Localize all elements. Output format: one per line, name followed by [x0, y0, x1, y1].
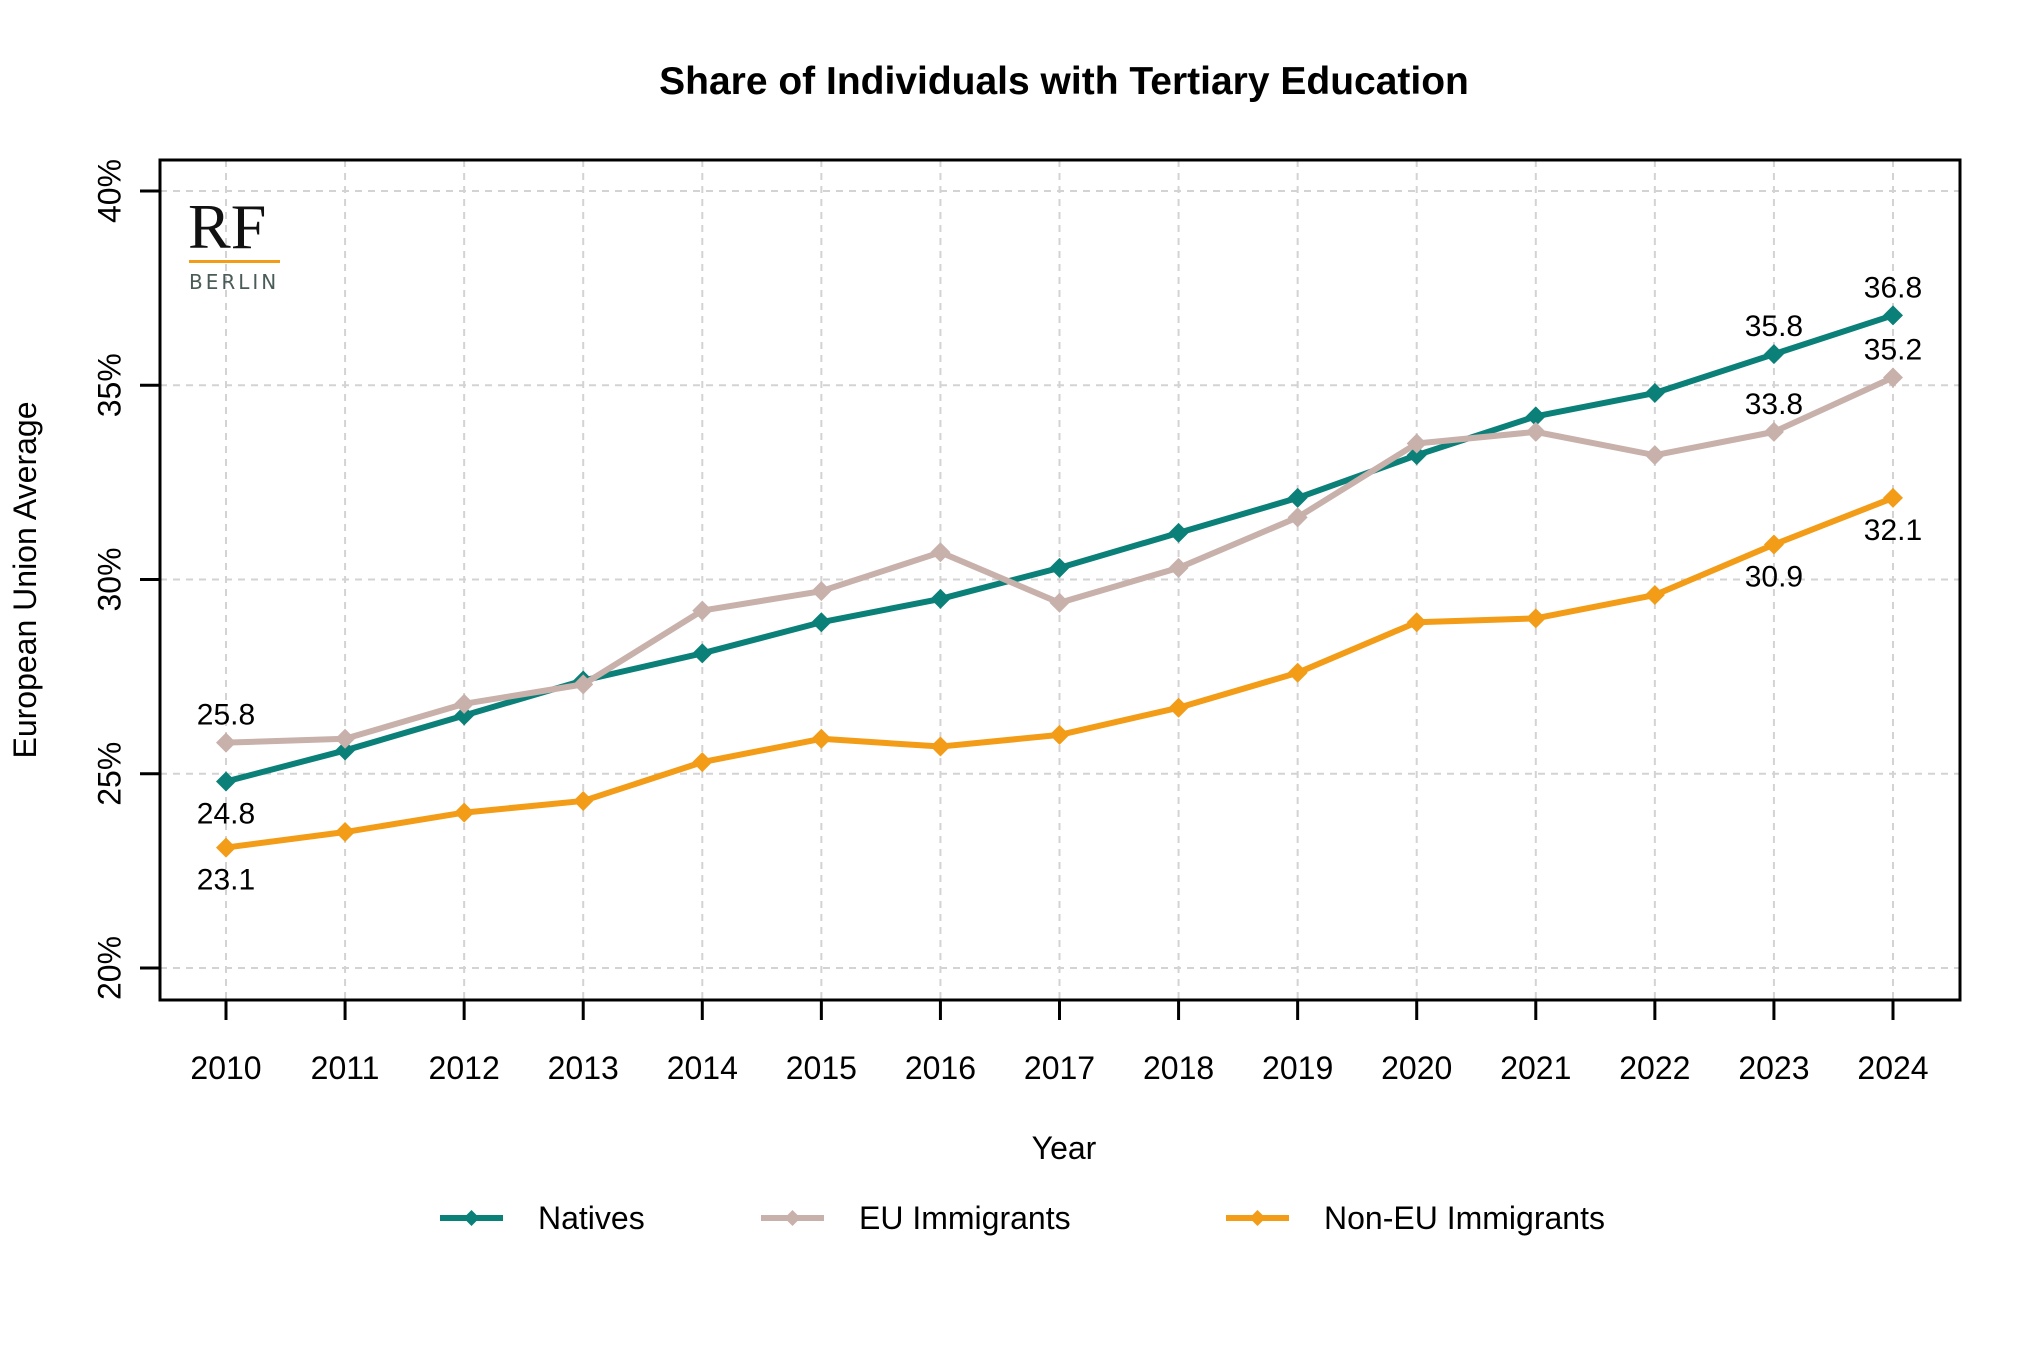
data-label: 24.8: [197, 798, 255, 831]
x-tick-label: 2012: [429, 1050, 500, 1086]
data-point-marker: [1644, 383, 1665, 404]
data-point-marker: [811, 728, 832, 749]
series-eu-immigrants: [216, 367, 1903, 753]
data-point-marker: [335, 740, 356, 761]
data-point-marker: [454, 705, 475, 726]
data-point-marker: [1287, 507, 1308, 528]
data-label: 30.9: [1745, 561, 1803, 594]
series-natives: [216, 305, 1903, 792]
x-tick-label: 2020: [1381, 1050, 1452, 1086]
data-label: 36.8: [1864, 271, 1922, 304]
x-tick-label: 2024: [1857, 1050, 1928, 1086]
data-point-marker: [1883, 305, 1903, 326]
data-point-marker: [1883, 487, 1903, 508]
y-tick-label: 35%: [91, 353, 127, 417]
y-axis: 20% 25% 30% 35% 40%: [91, 159, 160, 1000]
x-tick-label: 2023: [1738, 1050, 1809, 1086]
chart-title: Share of Individuals with Tertiary Educa…: [659, 60, 1469, 103]
data-point-marker: [1049, 592, 1070, 613]
series-non-eu-immigrants: [216, 487, 1903, 858]
data-point-marker: [216, 837, 236, 858]
data-point-marker: [811, 581, 832, 602]
legend-label: Natives: [538, 1200, 645, 1236]
data-point-marker: [1168, 557, 1189, 578]
data-point-marker: [1406, 612, 1427, 633]
rf-berlin-logo: RF BERLIN: [188, 191, 280, 294]
x-tick-label: 2014: [667, 1050, 738, 1086]
data-label: 35.8: [1745, 310, 1803, 343]
data-label: 32.1: [1864, 514, 1922, 547]
data-point-marker: [692, 752, 713, 773]
y-tick-label: 20%: [91, 936, 127, 1000]
x-tick-label: 2016: [905, 1050, 976, 1086]
data-point-marker: [573, 790, 594, 811]
x-tick-label: 2019: [1262, 1050, 1333, 1086]
data-label: 25.8: [197, 699, 255, 732]
series-layer: [216, 305, 1903, 858]
x-tick-label: 2018: [1143, 1050, 1214, 1086]
legend-item-eu-immigrants: EU Immigrants: [761, 1200, 1071, 1236]
legend-marker-swatch: [1249, 1210, 1266, 1226]
data-point-marker: [1406, 445, 1427, 466]
logo-main-text: RF: [188, 191, 266, 262]
x-tick-label: 2015: [786, 1050, 857, 1086]
legend-label: Non-EU Immigrants: [1324, 1200, 1605, 1236]
logo-accent-bar: [189, 260, 280, 263]
data-point-marker: [454, 802, 475, 823]
data-point-marker: [1525, 406, 1546, 427]
y-tick-label: 40%: [91, 159, 127, 223]
data-point-marker: [573, 674, 594, 695]
x-tick-label: 2013: [548, 1050, 619, 1086]
data-point-marker: [1644, 585, 1665, 606]
data-label: 35.2: [1864, 333, 1922, 366]
legend-label: EU Immigrants: [859, 1200, 1071, 1236]
logo-sub-text: BERLIN: [189, 270, 279, 294]
data-point-marker: [1406, 433, 1427, 454]
data-point-marker: [1049, 724, 1070, 745]
data-point-marker: [216, 771, 236, 792]
data-point-marker: [1525, 608, 1546, 629]
data-point-marker: [335, 728, 356, 749]
data-point-marker: [454, 693, 475, 714]
x-axis: 2010 2011 2012 2013 2014 2015 2016 2017 2018 2019…: [190, 1000, 1929, 1086]
data-point-marker: [692, 600, 713, 621]
data-point-marker: [1287, 487, 1308, 508]
data-point-marker: [335, 822, 356, 843]
y-tick-label: 30%: [91, 547, 127, 611]
data-point-marker: [930, 736, 951, 757]
data-point-marker: [1883, 367, 1903, 388]
data-label: 23.1: [197, 864, 255, 897]
data-point-marker: [1763, 421, 1784, 442]
y-axis-title: European Union Average: [7, 401, 43, 758]
data-point-marker: [1287, 662, 1308, 683]
data-label: 33.8: [1745, 388, 1803, 421]
data-point-marker: [1763, 534, 1784, 555]
data-point-marker: [1644, 445, 1665, 466]
y-tick-label: 25%: [91, 742, 127, 806]
data-point-marker: [811, 612, 832, 633]
x-tick-label: 2011: [311, 1050, 380, 1086]
data-point-marker: [1049, 557, 1070, 578]
legend-item-natives: Natives: [440, 1200, 645, 1236]
grid-lines: [160, 160, 1960, 1000]
data-point-marker: [692, 643, 713, 664]
legend: Natives EU Immigrants Non-EU Immigrants: [440, 1200, 1605, 1236]
x-tick-label: 2021: [1500, 1050, 1571, 1086]
data-point-marker: [930, 542, 951, 563]
data-point-marker: [1168, 522, 1189, 543]
data-point-marker: [1168, 697, 1189, 718]
x-axis-title: Year: [1032, 1130, 1097, 1166]
data-point-marker: [216, 732, 236, 753]
data-point-marker: [1525, 421, 1546, 442]
x-tick-label: 2022: [1619, 1050, 1690, 1086]
legend-marker-swatch: [784, 1210, 801, 1226]
data-labels: 24.8 25.8 23.1 35.8 33.8 30.9 36.8 35.2 32.1: [197, 271, 1922, 896]
data-point-marker: [1763, 344, 1784, 365]
data-point-marker: [930, 588, 951, 609]
x-tick-label: 2017: [1024, 1050, 1095, 1086]
legend-item-non-eu-immigrants: Non-EU Immigrants: [1226, 1200, 1605, 1236]
x-tick-label: 2010: [190, 1050, 261, 1086]
legend-marker-swatch: [463, 1210, 480, 1226]
